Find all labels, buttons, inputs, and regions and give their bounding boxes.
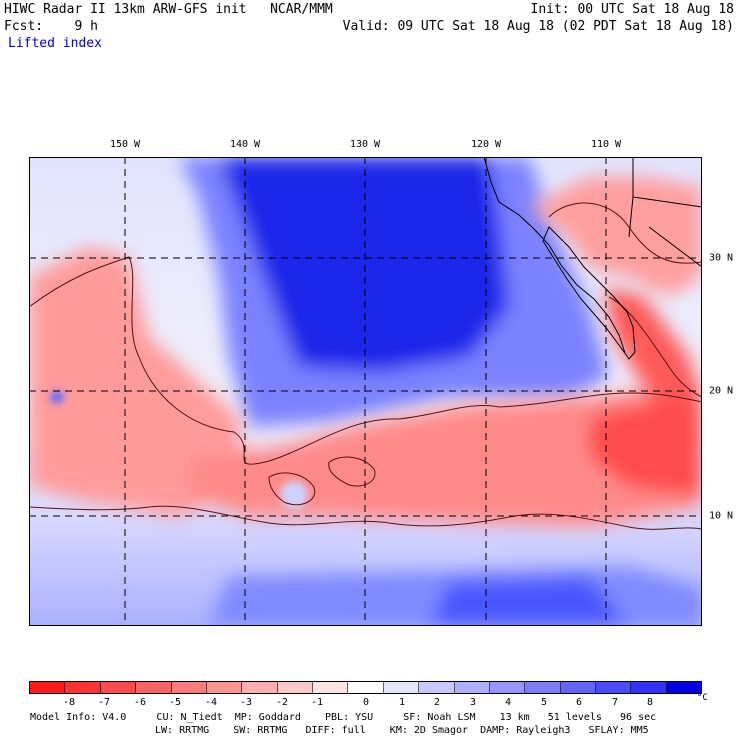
valid-time: Valid: 09 UTC Sat 18 Aug 18 (02 PDT Sat … (342, 19, 734, 34)
colorbar-swatch (596, 682, 632, 693)
colorbar-tick: 5 (540, 697, 548, 708)
colorbar (29, 681, 702, 694)
lon-label-130w: 130 W (349, 139, 381, 150)
colorbar-tick: 3 (469, 697, 477, 708)
hawaii-red-region (29, 247, 244, 517)
colorbar-tick: 1 (398, 697, 406, 708)
forecast-hour: Fcst: 9 h (4, 19, 98, 34)
hawaii-blue-spot (50, 391, 64, 403)
colorbar-swatch (631, 682, 667, 693)
colorbar-swatch (454, 682, 490, 693)
deep-blue-core (219, 157, 509, 372)
colorbar-tick: -7 (97, 697, 111, 708)
lon-label-110w: 110 W (590, 139, 622, 150)
colorbar-tick: -8 (62, 697, 76, 708)
colorbar-swatch (65, 682, 101, 693)
colorbar-tick: -6 (133, 697, 147, 708)
colorbar-tick: 0 (362, 697, 370, 708)
colorbar-swatch (100, 682, 137, 693)
colorbar-swatch (30, 682, 66, 693)
colorbar-tick: -1 (310, 697, 324, 708)
map-frame (29, 157, 702, 626)
colorbar-swatch (489, 682, 526, 693)
storm-cell (280, 481, 308, 509)
colorbar-swatch (313, 682, 349, 693)
colorbar-swatch (348, 682, 384, 693)
model-title: HIWC Radar II 13km ARW-GFS init NCAR/MMM (4, 2, 333, 17)
colorbar-tick: 2 (433, 697, 441, 708)
colorbar-swatch (666, 682, 702, 693)
colorbar-tick: 6 (575, 697, 583, 708)
lat-label-30n: 30 N (709, 252, 734, 264)
lon-label-150w: 150 W (109, 139, 141, 150)
itcz-red-band (189, 387, 702, 527)
southern-blue-core (429, 577, 629, 626)
colorbar-swatch (136, 682, 172, 693)
colorbar-swatch (277, 682, 313, 693)
model-info-line1: Model Info: V4.0 CU: N_Tiedt MP: Goddard… (30, 712, 657, 723)
colorbar-swatch (206, 682, 243, 693)
model-info-line2: LW: RRTMG SW: RRTMG DIFF: full KM: 2D Sm… (155, 725, 649, 736)
field-name: Lifted index (8, 36, 102, 51)
lat-lon-grid (29, 157, 702, 626)
lat-label-20n: 20 N (709, 385, 734, 397)
colorbar-swatch (171, 682, 207, 693)
colorbar-tick: 7 (611, 697, 619, 708)
colorbar-swatch (383, 682, 420, 693)
colorbar-swatch (525, 682, 561, 693)
colorbar-tick: 8 (646, 697, 654, 708)
coastlines (483, 157, 702, 360)
baja-red-strip (604, 287, 702, 417)
itcz-strong-core (589, 397, 702, 497)
lon-label-120w: 120 W (470, 139, 502, 150)
colorbar-unit: °C (697, 693, 708, 703)
colorbar-swatch (419, 682, 455, 693)
colorbar-tick: -2 (275, 697, 289, 708)
colorbar-tick: 4 (504, 697, 512, 708)
colorbar-tick: -3 (239, 697, 253, 708)
init-time: Init: 00 UTC Sat 18 Aug 18 (530, 2, 735, 17)
mexico-red-region (529, 177, 702, 297)
colorbar-swatch (560, 682, 596, 693)
lon-label-140w: 140 W (229, 139, 261, 150)
colorbar-swatch (242, 682, 278, 693)
colorbar-tick: -5 (168, 697, 182, 708)
lifted-index-map (29, 157, 702, 626)
colorbar-tick: -4 (204, 697, 218, 708)
lat-label-10n: 10 N (709, 510, 734, 522)
